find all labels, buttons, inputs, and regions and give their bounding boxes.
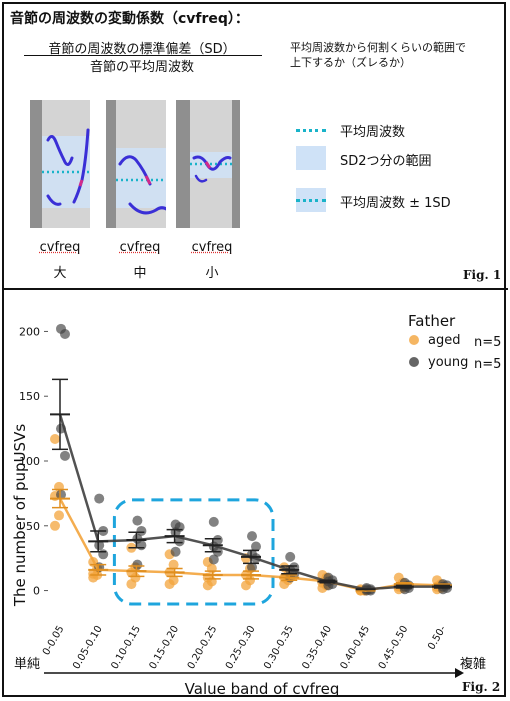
legend-title: Father	[408, 312, 456, 330]
legend-sd-range-swatch	[296, 146, 326, 170]
y-tick-label: 100	[19, 455, 40, 468]
example-small-level: 小	[205, 266, 219, 281]
aged-data-point	[50, 433, 60, 444]
x-tick-label: 0.25-0.30	[224, 624, 258, 671]
x-axis-label: Value band of cvfreq	[185, 680, 340, 698]
x-tick-label: 0.40-0.45	[339, 624, 373, 671]
legend-mean-sd-label: 平均周波数 ± 1SD	[340, 196, 451, 211]
young-data-point	[98, 549, 109, 560]
cvfreq-meaning-text: 平均周波数から何割くらいの範囲で 上下するか（ズレるか）	[290, 41, 466, 69]
fig1-label: Fig. 1	[463, 268, 502, 282]
y-tick-label: 0	[33, 585, 40, 598]
highlight-box-group	[112, 498, 275, 606]
example-medium-level: 中	[133, 266, 147, 281]
y-tick-label: 150	[19, 390, 40, 403]
example-large-level: 大	[53, 266, 67, 281]
chart-marks	[50, 323, 452, 596]
x-tick-label: 0.30-0.35	[262, 624, 296, 671]
legend-aged-marker	[409, 335, 419, 345]
aged-data-point	[88, 572, 99, 583]
young-data-point	[136, 525, 147, 536]
aged-data-point	[50, 520, 60, 531]
formula-denominator: 音節の平均周波数	[89, 60, 194, 75]
young-data-point	[132, 515, 143, 526]
chart-axes	[44, 330, 48, 592]
legend-young-marker	[409, 357, 419, 367]
complexity-arrow	[44, 668, 464, 678]
spectrogram-example-large	[30, 100, 90, 228]
aged-data-point	[279, 579, 290, 590]
x-tick-label: 0.50-	[426, 624, 449, 652]
young-data-point	[208, 554, 219, 565]
formula-fraction-bar	[24, 55, 262, 56]
x-tick-label: 0.35-0.40	[300, 624, 334, 671]
spectrogram-example-small	[176, 100, 240, 228]
x-tick-label: 0.45-0.50	[377, 624, 411, 671]
legend-aged-label: aged	[428, 333, 460, 348]
example-medium-cvfreq-label: cvfreq	[119, 240, 161, 255]
x-tick-label: 0-0.05	[41, 624, 67, 657]
figure-divider	[2, 288, 508, 290]
aged-data-point	[164, 579, 175, 590]
spectrogram-example-medium	[106, 100, 166, 228]
young-data-point	[60, 329, 70, 340]
example-small-cvfreq-label: cvfreq	[191, 240, 233, 255]
right-end-label: 複雑	[460, 656, 486, 672]
y-axis-label: The number of pupUSVs	[11, 424, 29, 608]
legend-young-n: n=5	[474, 357, 501, 372]
aged-data-point	[126, 579, 137, 590]
cvfreq-scatter-chart: The number of pupUSVs Father aged n=5 youn…	[11, 312, 501, 698]
legend-young-label: young	[428, 355, 468, 370]
y-tick-labels: 0 50 100 150 200	[19, 325, 40, 597]
legend-sd-range-label: SD2つ分の範囲	[340, 154, 432, 169]
aged-data-point	[241, 580, 251, 591]
x-tick-labels: 0-0.05 0.05-0.10 0.10-0.15 0.15-0.20 0.20-0.…	[41, 624, 449, 672]
aged-data-point	[202, 580, 213, 591]
young-data-point	[132, 559, 143, 570]
legend-mean-sd-line	[296, 199, 326, 202]
x-tick-label: 0.15-0.20	[148, 624, 182, 671]
legend-aged-n: n=5	[474, 335, 501, 350]
chart-legend: aged n=5 young n=5	[409, 333, 501, 372]
formula-numerator: 音節の周波数の標準偏差（SD）	[48, 42, 236, 57]
young-data-point	[136, 540, 147, 551]
legend-mean-frequency-swatch	[296, 129, 326, 132]
x-tick-label: 0.10-0.15	[109, 624, 143, 671]
aged-data-point	[168, 559, 179, 570]
young-data-point	[170, 546, 181, 557]
young-data-point	[94, 540, 105, 551]
aged-data-point	[206, 563, 217, 574]
legend-mean-frequency-label: 平均周波数	[340, 125, 406, 140]
young-data-point	[56, 489, 66, 500]
aged-data-point	[54, 510, 64, 521]
young-data-point	[208, 516, 219, 527]
young-data-point	[285, 551, 296, 562]
x-tick-label: 0.20-0.25	[186, 624, 220, 671]
x-tick-label: 0.05-0.10	[71, 624, 105, 671]
young-data-point	[60, 450, 70, 461]
figure-frame	[2, 2, 506, 697]
young-data-point	[94, 493, 105, 504]
fig1-title: 音節の周波数の変動係数（cvfreq）：	[10, 11, 249, 27]
young-data-point	[251, 541, 261, 552]
y-tick-label: 50	[26, 520, 40, 533]
left-end-label: 単純	[14, 656, 40, 672]
example-large-cvfreq-label: cvfreq	[39, 240, 81, 255]
y-tick-label: 200	[19, 325, 40, 338]
fig2-label: Fig. 2	[462, 680, 500, 694]
young-data-point	[247, 562, 257, 573]
young-data-point	[247, 531, 257, 542]
highlight-dashed-box	[112, 498, 275, 606]
